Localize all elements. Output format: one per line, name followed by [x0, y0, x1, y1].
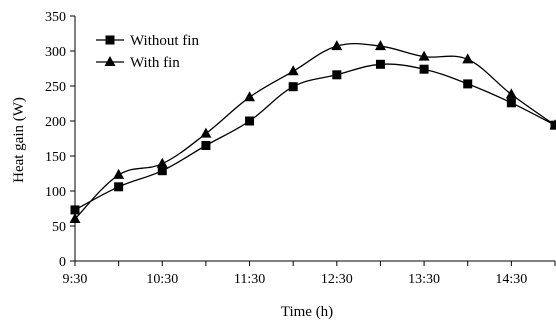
- data-point-without-fin: [157, 166, 167, 176]
- axes: [74, 16, 555, 262]
- legend: Without fin With fin: [96, 33, 199, 71]
- x-axis-label: Time (h): [281, 304, 333, 320]
- y-tick-label: 100: [45, 185, 66, 200]
- x-tick-label: 12:30: [321, 272, 353, 287]
- series-layer: [69, 40, 556, 223]
- legend-marker-without-fin: [105, 35, 115, 45]
- legend-marker-with-fin: [104, 56, 116, 66]
- series-without-fin: [70, 59, 556, 215]
- data-point-with-fin: [418, 50, 430, 61]
- x-axis-ticks: 9:30 10:30 11:30 12:30 13:30 14:30: [63, 261, 556, 287]
- y-tick-label: 200: [45, 115, 66, 130]
- data-point-with-fin: [374, 40, 386, 51]
- y-axis-ticks: 0 50 100 150 200 250 300 350: [45, 10, 75, 270]
- data-point-with-fin: [287, 65, 299, 76]
- legend-label-with-fin: With fin: [130, 55, 180, 71]
- data-point-with-fin: [69, 213, 81, 223]
- y-tick-label: 0: [59, 255, 66, 270]
- x-tick-label: 11:30: [234, 272, 265, 287]
- data-point-with-fin: [505, 88, 517, 99]
- y-tick-label: 250: [45, 80, 66, 95]
- legend-label-without-fin: Without fin: [130, 33, 199, 49]
- data-point-without-fin: [288, 82, 298, 92]
- data-point-with-fin: [462, 53, 474, 64]
- data-point-without-fin: [114, 182, 124, 192]
- series-line-without-fin: [74, 63, 556, 211]
- x-tick-label: 13:30: [408, 272, 440, 287]
- x-tick-label: 14:30: [495, 272, 527, 287]
- y-tick-label: 300: [45, 45, 66, 60]
- series-with-fin: [69, 40, 556, 223]
- data-point-without-fin: [201, 141, 211, 150]
- data-point-with-fin: [549, 119, 556, 130]
- data-point-with-fin: [200, 127, 212, 138]
- data-point-without-fin: [332, 70, 342, 80]
- x-tick-label: 9:30: [63, 272, 88, 287]
- data-point-without-fin: [463, 79, 473, 89]
- x-tick-label: 10:30: [146, 272, 178, 287]
- data-point-without-fin: [375, 59, 385, 69]
- data-point-with-fin: [156, 157, 168, 168]
- y-axis-label: Heat gain (W): [11, 97, 27, 183]
- y-tick-label: 350: [45, 10, 66, 25]
- data-point-without-fin: [419, 64, 429, 74]
- data-point-with-fin: [244, 91, 256, 102]
- data-point-with-fin: [331, 40, 343, 51]
- y-tick-label: 50: [52, 220, 66, 235]
- data-point-without-fin: [245, 116, 255, 126]
- y-tick-label: 150: [45, 150, 66, 165]
- data-point-with-fin: [113, 168, 125, 179]
- data-point-without-fin: [70, 205, 80, 215]
- data-point-without-fin: [506, 98, 516, 108]
